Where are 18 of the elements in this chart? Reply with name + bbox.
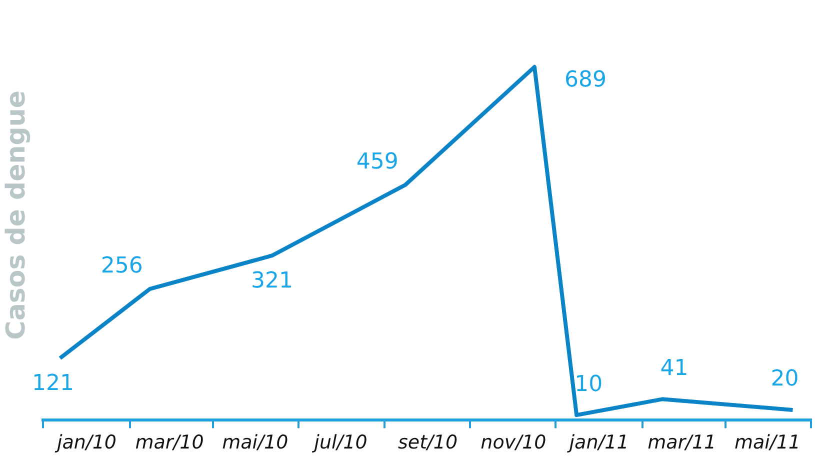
- data-label: 689: [564, 68, 606, 93]
- data-label: 41: [660, 356, 688, 381]
- data-label: 20: [770, 366, 799, 392]
- data-label: 321: [250, 268, 293, 294]
- x-tick-label: mar/10: [135, 432, 204, 454]
- x-tick-label: nov/10: [480, 432, 546, 454]
- x-tick-label: jul/10: [311, 432, 368, 454]
- x-tick-label: mai/11: [734, 432, 800, 454]
- data-label: 10: [574, 372, 603, 397]
- x-tick-label: mai/10: [222, 432, 288, 454]
- x-tick-label: set/10: [398, 432, 458, 454]
- x-tick-label: jan/10: [54, 432, 116, 454]
- data-label: 459: [356, 150, 398, 175]
- data-label: 121: [32, 370, 74, 396]
- data-label: 256: [100, 254, 143, 279]
- x-tick-label: jan/11: [566, 432, 629, 454]
- y-axis-title: Casos de dengue: [1, 90, 32, 340]
- x-tick-label: mar/11: [648, 432, 716, 454]
